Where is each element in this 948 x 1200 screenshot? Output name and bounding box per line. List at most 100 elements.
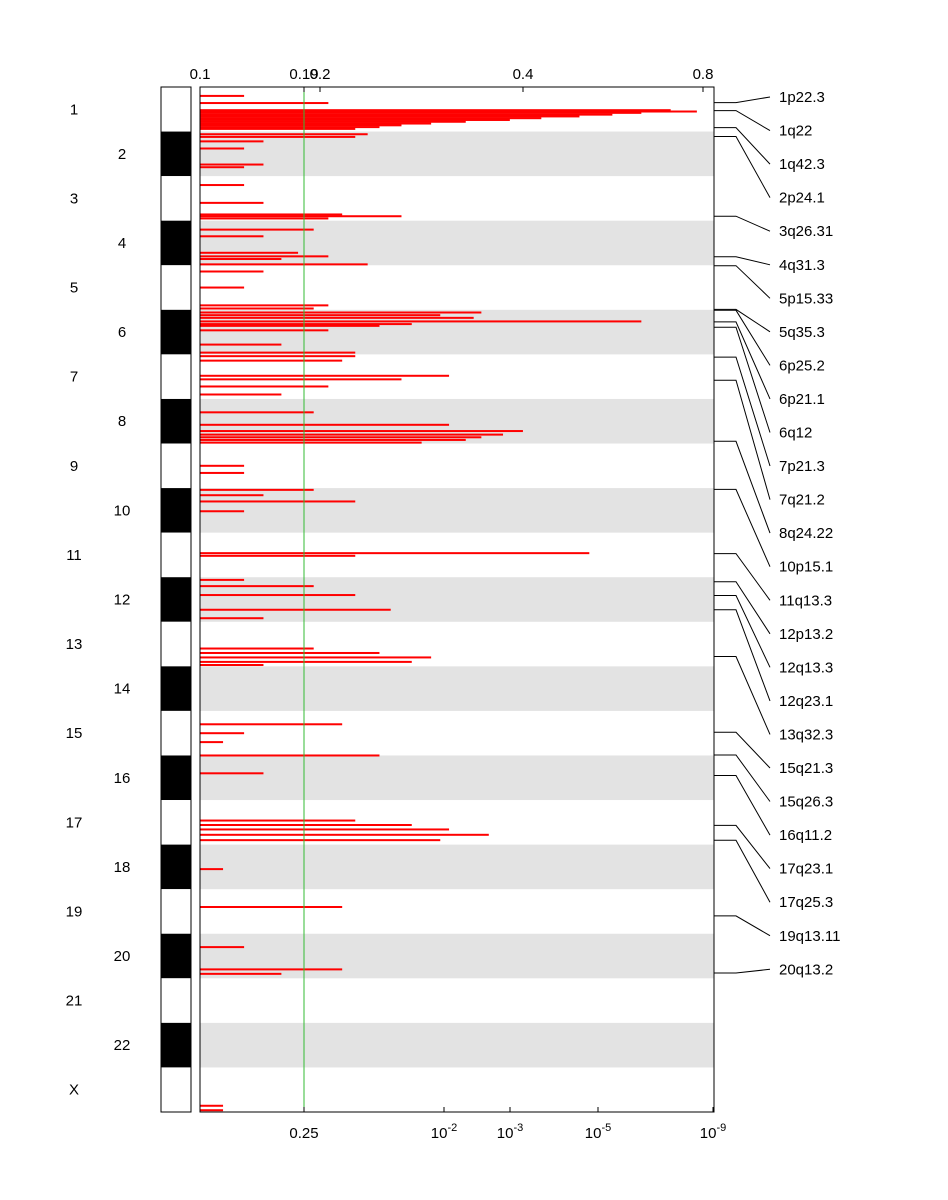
segment-bar-26 <box>200 235 264 238</box>
chromosome-label-20: 20 <box>114 948 131 965</box>
peak-label-1p22.3: 1p22.3 <box>779 89 825 106</box>
chromosome-label-10: 10 <box>114 502 131 519</box>
segment-bar-20 <box>200 184 245 187</box>
peak-annotations: 1p22.3 1q22 1q42.3 2p24.1 3q26.31 4q31.3 5p15.… <box>714 89 840 978</box>
peak-label-12q13.3: 12q13.3 <box>779 659 833 676</box>
segment-bar-27 <box>200 251 299 254</box>
peak-label-1q42.3: 1q42.3 <box>779 156 825 173</box>
chromosome-label-21: 21 <box>66 993 83 1010</box>
segment-bar-22 <box>200 213 343 216</box>
bottom-tick-label: 10-3 <box>497 1122 523 1142</box>
peak-leader-line <box>714 110 771 132</box>
segment-bar-49 <box>200 393 282 396</box>
ideogram-block-chr9 <box>161 443 191 489</box>
segment-bar-15 <box>200 135 356 138</box>
ideogram-block-chr8 <box>161 398 191 444</box>
segment-bar-86 <box>200 906 343 908</box>
peak-label-6p25.2: 6p25.2 <box>779 357 825 374</box>
segment-bar-28 <box>200 255 329 258</box>
segment-bar-62 <box>200 510 245 513</box>
ideogram-block-chrX <box>161 1067 191 1112</box>
ideogram-block-chr21 <box>161 978 191 1023</box>
ideogram-block-chr3 <box>161 176 191 221</box>
chromosome-label-15: 15 <box>66 725 83 742</box>
band-shade-chr2 <box>200 131 714 177</box>
peak-leader-line <box>714 215 771 232</box>
peak-label-19q13.11: 19q13.11 <box>779 928 840 945</box>
segment-bar-80 <box>200 819 356 822</box>
segment-bar-79 <box>200 772 264 775</box>
segment-bar-47 <box>200 378 402 381</box>
ideogram-outline <box>160 86 192 1113</box>
ideogram-block-chr10 <box>161 488 191 533</box>
segment-bar-31 <box>200 270 264 273</box>
chromosome-label-4: 4 <box>118 235 126 252</box>
chromosome-label-3: 3 <box>70 190 78 207</box>
segment-bar-35 <box>200 311 482 314</box>
ideogram-block-chr19 <box>161 889 191 934</box>
segment-bar-56 <box>200 441 422 444</box>
chromosome-label-18: 18 <box>114 859 131 876</box>
band-shade-chr14 <box>200 666 714 711</box>
ideogram-block-chr18 <box>161 844 191 890</box>
peak-label-20q13.2: 20q13.2 <box>779 961 833 978</box>
peak-label-3q26.31: 3q26.31 <box>779 223 833 240</box>
segment-bar-36 <box>200 314 441 317</box>
bottom-tick-label: 0.25 <box>289 1125 318 1142</box>
chromosome-label-1: 1 <box>70 101 78 118</box>
segment-bar-41 <box>200 329 329 332</box>
chromosome-label-12: 12 <box>114 592 131 609</box>
ideogram-block-chr7 <box>161 354 191 399</box>
segment-bar-75 <box>200 723 343 726</box>
peak-leader-line <box>714 488 771 567</box>
segment-bar-65 <box>200 578 245 581</box>
peak-leader-line <box>714 265 771 299</box>
peak-leader-line <box>714 609 771 702</box>
top-tick-label: 0.1 <box>190 66 211 83</box>
ideogram-block-chr11 <box>161 532 191 578</box>
segment-bar-83 <box>200 833 489 836</box>
ideogram-block-chr22 <box>161 1022 191 1068</box>
segment-bar-8 <box>200 118 510 121</box>
chromosome-label-X: X <box>69 1082 79 1099</box>
peak-label-5p15.33: 5p15.33 <box>779 290 833 307</box>
ideogram-block-chr20 <box>161 933 191 979</box>
segment-bar-78 <box>200 754 380 757</box>
peak-leader-line <box>714 754 771 802</box>
segment-bar-18 <box>200 163 264 166</box>
band-shade-chr16 <box>200 755 714 801</box>
peak-leader-line <box>714 321 771 400</box>
top-tick-label: 0.2 <box>310 66 331 83</box>
peak-leader-line <box>714 356 771 467</box>
peak-label-12p13.2: 12p13.2 <box>779 626 833 643</box>
chromosome-label-17: 17 <box>66 814 83 831</box>
chromosome-label-13: 13 <box>66 636 83 653</box>
peak-leader-line <box>714 731 771 769</box>
chromosome-label-6: 6 <box>118 324 126 341</box>
segment-bar-23 <box>200 215 402 218</box>
band-shade-chr20 <box>200 933 714 979</box>
segment-bar-7 <box>200 117 542 120</box>
segment-bar-45 <box>200 359 343 362</box>
band-shade-chr6 <box>200 309 714 355</box>
ideogram-block-chr6 <box>161 309 191 355</box>
peak-leader-line <box>714 775 771 836</box>
segment-bar-37 <box>200 316 474 319</box>
amplification-bars-layer <box>200 94 697 1112</box>
segment-bar-14 <box>200 133 368 136</box>
chromosome-label-16: 16 <box>114 770 131 787</box>
segment-bar-3 <box>200 110 697 113</box>
chromosome-label-14: 14 <box>114 681 131 698</box>
band-shading-layer <box>200 131 714 1068</box>
ideogram-block-chr2 <box>161 131 191 177</box>
segment-bar-2 <box>200 109 671 112</box>
segment-bar-6 <box>200 115 580 118</box>
peak-label-7p21.3: 7p21.3 <box>779 458 825 475</box>
bottom-tick-label: 10-2 <box>431 1122 457 1142</box>
peak-label-5q35.3: 5q35.3 <box>779 324 825 341</box>
peak-label-11q13.3: 11q13.3 <box>779 592 832 609</box>
peak-label-6p21.1: 6p21.1 <box>779 391 825 408</box>
segment-bar-85 <box>200 868 224 871</box>
segment-bar-5 <box>200 113 613 116</box>
